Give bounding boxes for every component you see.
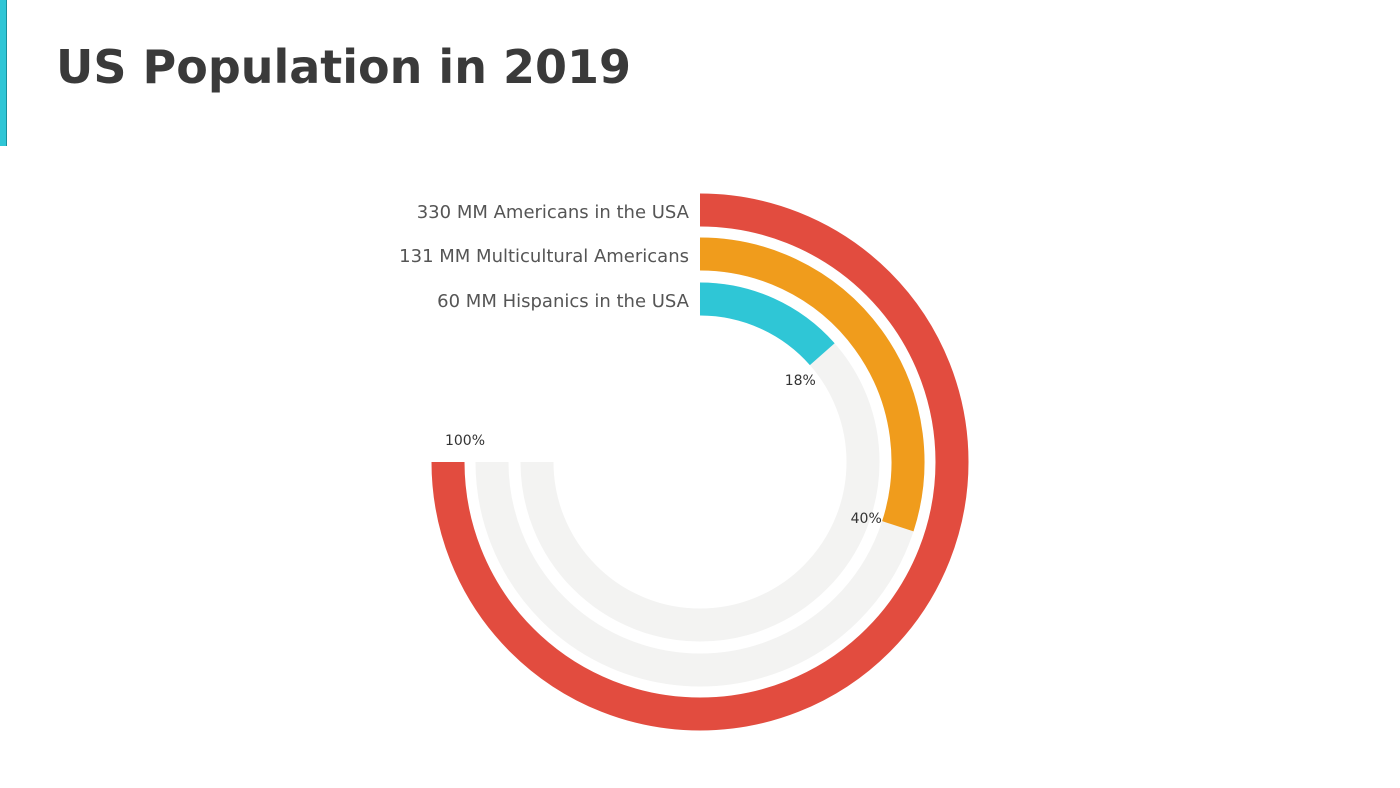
ring-bar-hispanics <box>699 282 835 366</box>
ring-bar-americans <box>431 193 969 731</box>
series-label-americans: 330 MM Americans in the USA <box>417 202 690 223</box>
page-title: US Population in 2019 <box>56 40 631 94</box>
value-label-multicultural: 40% <box>851 511 882 527</box>
value-label-hispanics: 18% <box>785 373 816 389</box>
series-label-multicultural: 131 MM Multicultural Americans <box>399 246 689 267</box>
ring-bar-multicultural <box>699 237 925 532</box>
value-label-americans: 100% <box>445 433 485 449</box>
chart-labels: 330 MM Americans in the USA 131 MM Multic… <box>399 202 690 312</box>
chart-value-labels: 100% 40% 18% <box>445 373 882 527</box>
series-label-hispanics: 60 MM Hispanics in the USA <box>437 291 690 312</box>
title-accent-bar <box>0 0 7 146</box>
chart-bars <box>431 193 969 731</box>
